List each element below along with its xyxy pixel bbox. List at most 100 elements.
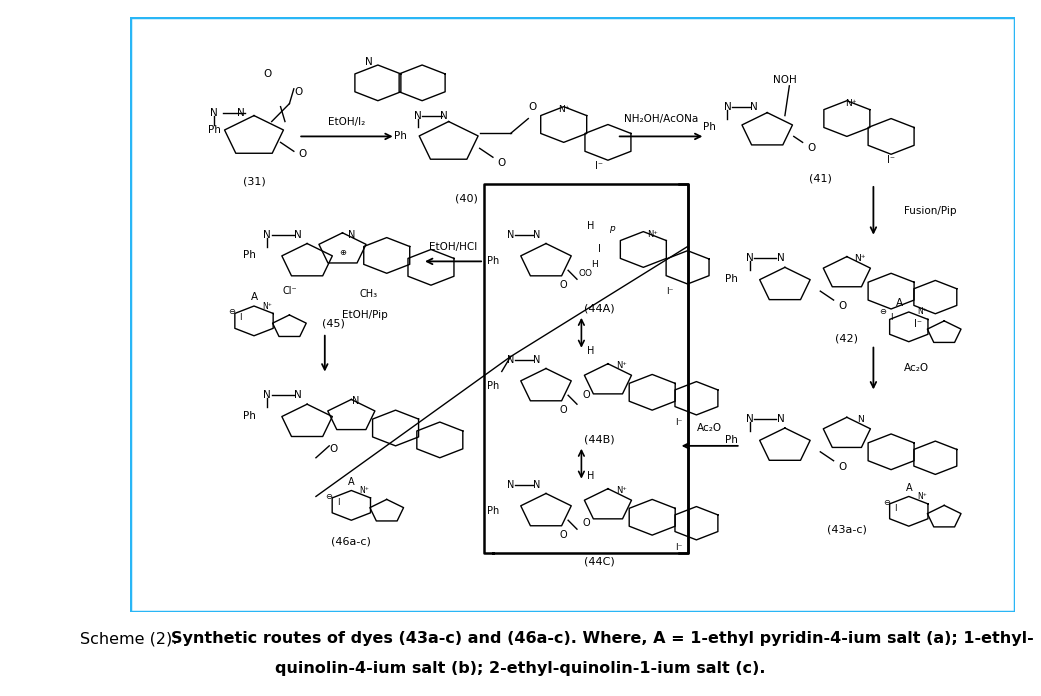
Text: N⁺: N⁺	[616, 486, 627, 495]
Text: I: I	[239, 313, 242, 322]
Text: Ac₂O: Ac₂O	[697, 423, 722, 433]
Text: N: N	[295, 230, 302, 239]
Text: N⁺: N⁺	[845, 100, 857, 108]
Text: Ph: Ph	[704, 122, 716, 132]
Text: EtOH/HCl: EtOH/HCl	[429, 242, 477, 251]
Text: NOH: NOH	[773, 75, 796, 85]
Text: (46a-c): (46a-c)	[331, 536, 372, 546]
Text: N: N	[263, 230, 271, 239]
Text: I⁻: I⁻	[914, 319, 921, 329]
Text: Ph: Ph	[487, 256, 499, 267]
Text: N⁺: N⁺	[646, 230, 658, 239]
Text: O: O	[330, 444, 337, 454]
Text: Fusion/Pip: Fusion/Pip	[905, 206, 957, 216]
Text: Cl⁻: Cl⁻	[282, 286, 297, 296]
Text: I⁻: I⁻	[595, 161, 603, 171]
Text: O: O	[299, 149, 307, 159]
Text: Ph: Ph	[393, 132, 406, 141]
Text: (44C): (44C)	[584, 557, 614, 567]
Text: N: N	[348, 230, 355, 239]
Text: N: N	[295, 390, 302, 400]
Text: N: N	[723, 102, 731, 111]
Text: quinolin-4-ium salt (b); 2-ethyl-quinolin-1-ium salt (c).: quinolin-4-ium salt (b); 2-ethyl-quinoli…	[275, 661, 766, 676]
Text: ⊖: ⊖	[879, 308, 886, 317]
Text: Ph: Ph	[244, 411, 256, 421]
Text: I: I	[598, 244, 601, 255]
Text: H: H	[591, 260, 598, 269]
Text: CH₃: CH₃	[360, 289, 378, 299]
Text: N: N	[507, 354, 514, 365]
Text: I⁻: I⁻	[675, 418, 683, 427]
Text: Ph: Ph	[726, 435, 738, 445]
Text: O: O	[560, 530, 567, 540]
Text: O: O	[582, 390, 589, 400]
Text: N⁺: N⁺	[917, 492, 926, 501]
Text: Ph: Ph	[244, 251, 256, 260]
Text: A: A	[251, 292, 257, 302]
Text: OO: OO	[579, 269, 592, 278]
Text: O: O	[838, 461, 846, 472]
Text: O: O	[560, 280, 567, 290]
Text: A: A	[906, 482, 912, 493]
Text: Synthetic routes of dyes (43a-c) and (46a-c). Where, A = 1-ethyl pyridin-4-ium s: Synthetic routes of dyes (43a-c) and (46…	[171, 631, 1034, 647]
Text: (43a-c): (43a-c)	[827, 524, 867, 534]
Text: N: N	[263, 390, 271, 400]
Text: N: N	[533, 230, 541, 239]
Text: I: I	[890, 313, 892, 322]
Text: N: N	[857, 415, 863, 424]
Text: O: O	[263, 69, 272, 79]
Text: N: N	[777, 253, 784, 263]
Text: Ph: Ph	[208, 125, 221, 136]
Text: O: O	[529, 102, 537, 111]
Text: O: O	[808, 143, 815, 153]
Text: N: N	[533, 354, 541, 365]
Text: (40): (40)	[455, 194, 478, 204]
Text: N: N	[237, 108, 245, 118]
Text: N: N	[507, 480, 514, 489]
Text: N: N	[507, 230, 514, 239]
Text: N⁺: N⁺	[917, 308, 926, 317]
Text: I: I	[894, 504, 896, 513]
Text: N: N	[745, 253, 754, 263]
Text: A: A	[348, 477, 355, 487]
Text: (41): (41)	[809, 173, 832, 183]
Text: N⁺: N⁺	[558, 105, 569, 114]
Text: Ac₂O: Ac₂O	[905, 363, 930, 374]
Text: EtOH/Pip: EtOH/Pip	[342, 310, 388, 320]
Text: ⊖: ⊖	[326, 492, 333, 501]
Text: (44B): (44B)	[584, 435, 614, 445]
Text: O: O	[838, 301, 846, 311]
Text: (42): (42)	[835, 334, 859, 344]
Text: NH₂OH/AcONa: NH₂OH/AcONa	[624, 113, 699, 124]
Text: N: N	[440, 111, 448, 120]
Text: N: N	[533, 480, 541, 489]
Text: (44A): (44A)	[584, 304, 614, 314]
Text: N⁺: N⁺	[616, 361, 627, 370]
Text: Ph: Ph	[726, 274, 738, 284]
Text: Ph: Ph	[487, 506, 499, 516]
Text: N⁺: N⁺	[262, 301, 272, 310]
Text: EtOH/I₂: EtOH/I₂	[328, 116, 365, 127]
Text: Scheme (2):: Scheme (2):	[80, 631, 183, 647]
Text: ⊖: ⊖	[883, 498, 890, 507]
Text: N: N	[745, 414, 754, 424]
Text: (45): (45)	[323, 319, 345, 329]
Text: N: N	[210, 108, 218, 118]
Text: N: N	[352, 396, 359, 406]
Text: ⊕: ⊕	[339, 248, 346, 257]
Text: N⁺: N⁺	[360, 486, 370, 495]
Text: H: H	[586, 470, 594, 481]
Text: A: A	[896, 298, 904, 308]
Text: O: O	[295, 87, 302, 97]
Text: I: I	[337, 498, 339, 507]
Text: N: N	[751, 102, 758, 111]
Text: I⁻: I⁻	[887, 155, 895, 165]
Text: Ph: Ph	[487, 381, 499, 391]
Text: I⁻: I⁻	[666, 287, 674, 296]
Text: p: p	[609, 224, 615, 233]
Text: (31): (31)	[243, 176, 265, 186]
Text: N⁺: N⁺	[855, 254, 866, 263]
Text: H: H	[586, 346, 594, 356]
Text: N: N	[365, 57, 373, 67]
Text: ⊖: ⊖	[228, 308, 235, 317]
